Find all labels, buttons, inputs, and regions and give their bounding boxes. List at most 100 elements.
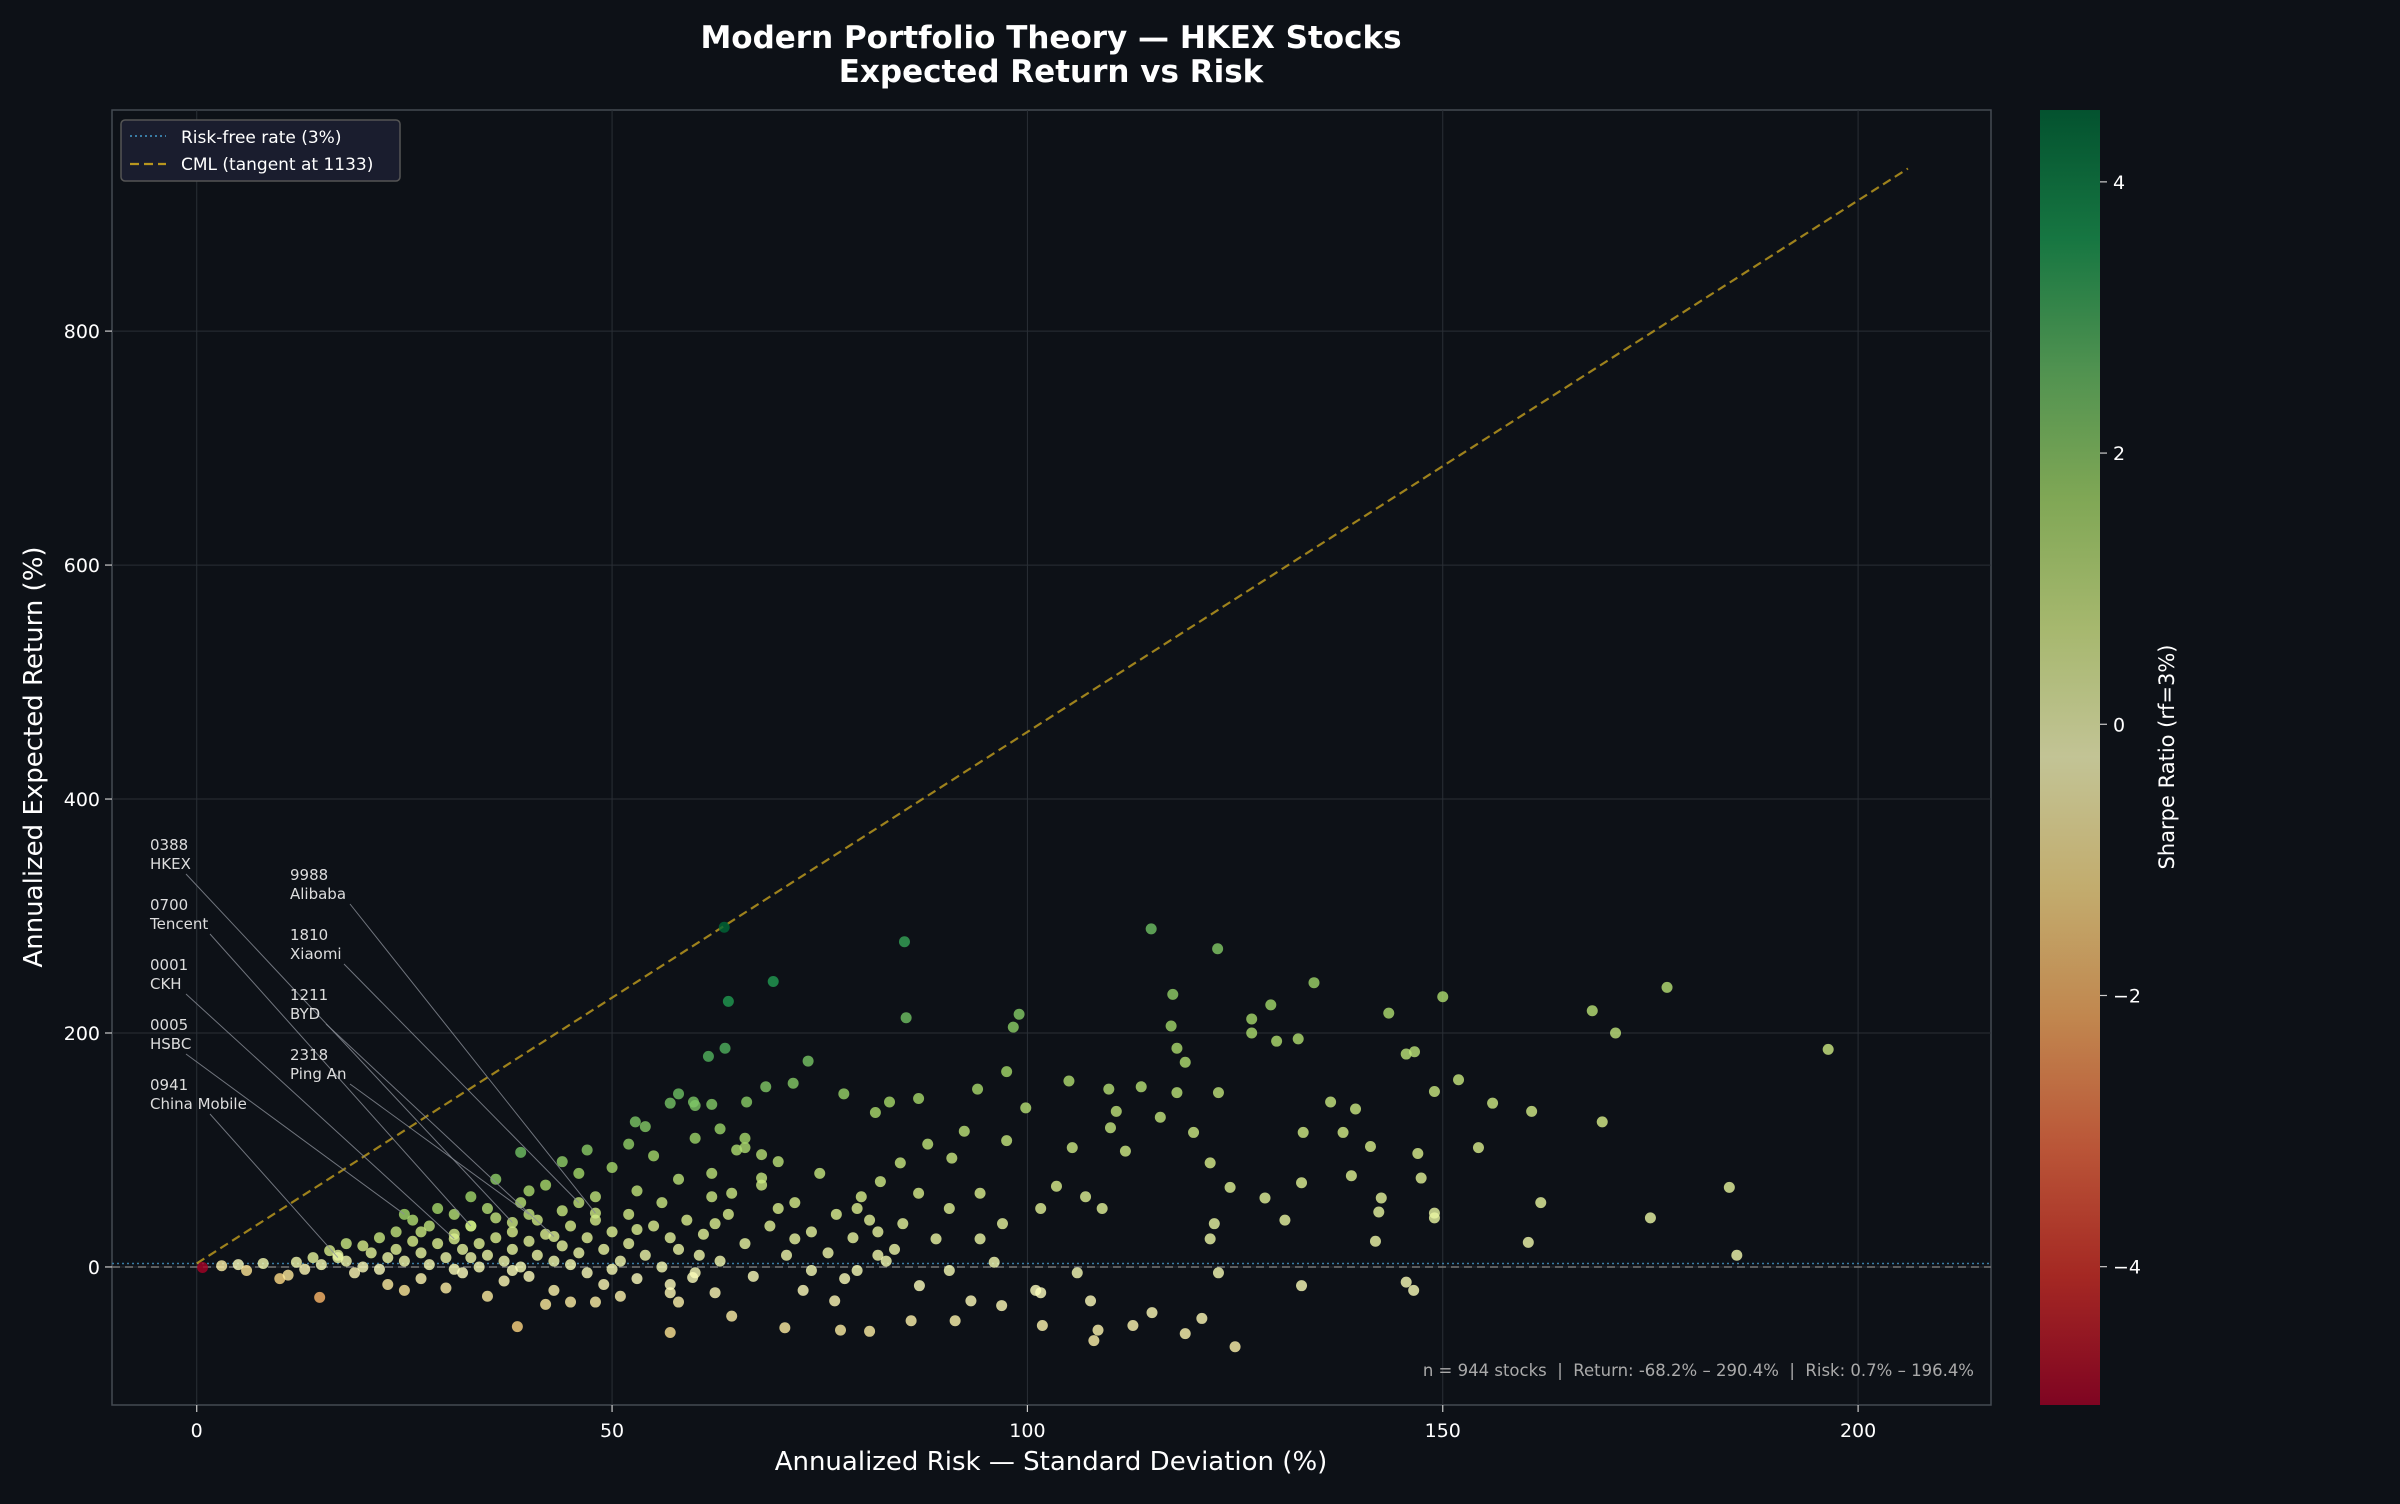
data-point [1596,1116,1608,1128]
y-tick-label: 800 [64,321,100,343]
data-point [664,1326,676,1338]
data-point [1165,1020,1177,1032]
data-point [996,1218,1008,1230]
legend: Risk-free rate (3%) CML (tangent at 1133… [120,119,401,182]
data-point [1146,1307,1158,1319]
data-point [855,1191,867,1203]
data-point [851,1202,863,1214]
y-tick-label: 600 [64,555,100,577]
data-point [714,1123,726,1135]
data-point [440,1282,452,1294]
stock-name-label: BYD [290,1005,320,1023]
data-point [1345,1170,1357,1182]
data-point [457,1267,469,1279]
data-point [407,1235,419,1247]
data-point [814,1167,826,1179]
data-point [299,1263,311,1275]
stock-code-label: 2318 [290,1046,328,1064]
chart-subtitle: Expected Return vs Risk [839,54,1265,90]
data-point [598,1243,610,1255]
data-point [473,1261,485,1273]
data-point [1428,1207,1440,1219]
data-point [706,1167,718,1179]
data-point [556,1205,568,1217]
data-point [781,1249,793,1261]
data-point [606,1263,618,1275]
data-point [739,1142,751,1154]
data-point [747,1270,759,1282]
data-point [726,1310,738,1322]
data-point [739,1238,751,1250]
data-point [913,1093,925,1105]
data-point [797,1284,809,1296]
data-point [382,1252,394,1264]
x-axis-ticks: 0 50 100 150 200 [191,1405,1876,1442]
data-point [1437,991,1449,1003]
data-point [515,1146,527,1158]
stock-code-label: 0388 [150,836,188,854]
stock-name-label: Ping An [290,1065,346,1083]
data-point [1337,1126,1349,1138]
data-point [656,1261,668,1273]
data-point [689,1132,701,1144]
data-point [1036,1319,1048,1331]
data-point [656,1197,668,1209]
data-point [631,1224,643,1236]
data-point [1208,1218,1220,1230]
data-point [943,1264,955,1276]
label-leader-line [343,963,580,1203]
data-point [581,1267,593,1279]
label-leader-line [209,1113,339,1258]
data-point [1292,1033,1304,1045]
stock-name-label: HKEX [150,855,191,873]
data-point [913,1280,925,1292]
data-point [232,1259,244,1271]
data-point [415,1226,427,1238]
data-point [457,1243,469,1255]
data-point [884,1096,896,1108]
data-point [1408,1284,1420,1296]
data-point [1080,1191,1092,1203]
data-point [515,1197,527,1209]
data-point [689,1100,701,1112]
data-point [606,1162,618,1174]
label-leader-line [185,1053,405,1215]
data-point [835,1324,847,1336]
data-point [1085,1295,1097,1307]
data-point [623,1238,635,1250]
stock-name-label: HSBC [150,1035,191,1053]
data-point [531,1249,543,1261]
data-point [1013,1008,1025,1020]
x-axis-label: Annualized Risk — Standard Deviation (%) [775,1447,1328,1477]
data-point [1096,1202,1108,1214]
data-point [1325,1096,1337,1108]
data-point [789,1233,801,1245]
data-point [1110,1105,1122,1117]
data-point [1723,1181,1735,1193]
data-point [1296,1280,1308,1292]
data-point [573,1247,585,1259]
data-point [465,1191,477,1203]
data-point [373,1232,385,1244]
data-point [340,1255,352,1267]
data-point [772,1202,784,1214]
data-point [772,1156,784,1168]
data-point [838,1088,850,1100]
data-point [722,1208,734,1220]
data-point [465,1252,477,1264]
data-point [693,1249,705,1261]
data-point [1644,1212,1656,1224]
data-point [1204,1233,1216,1245]
data-point [731,1144,743,1156]
data-point [1020,1102,1032,1114]
data-point [839,1273,851,1285]
data-point [623,1208,635,1220]
data-point [1296,1177,1308,1189]
label-leader-line [349,903,596,1214]
data-point [805,1264,817,1276]
data-point [913,1187,925,1199]
colorbar-tick-label: −2 [2113,985,2141,1007]
data-point [898,936,910,948]
colorbar-tick-label: 2 [2113,443,2125,465]
data-point [1188,1126,1200,1138]
